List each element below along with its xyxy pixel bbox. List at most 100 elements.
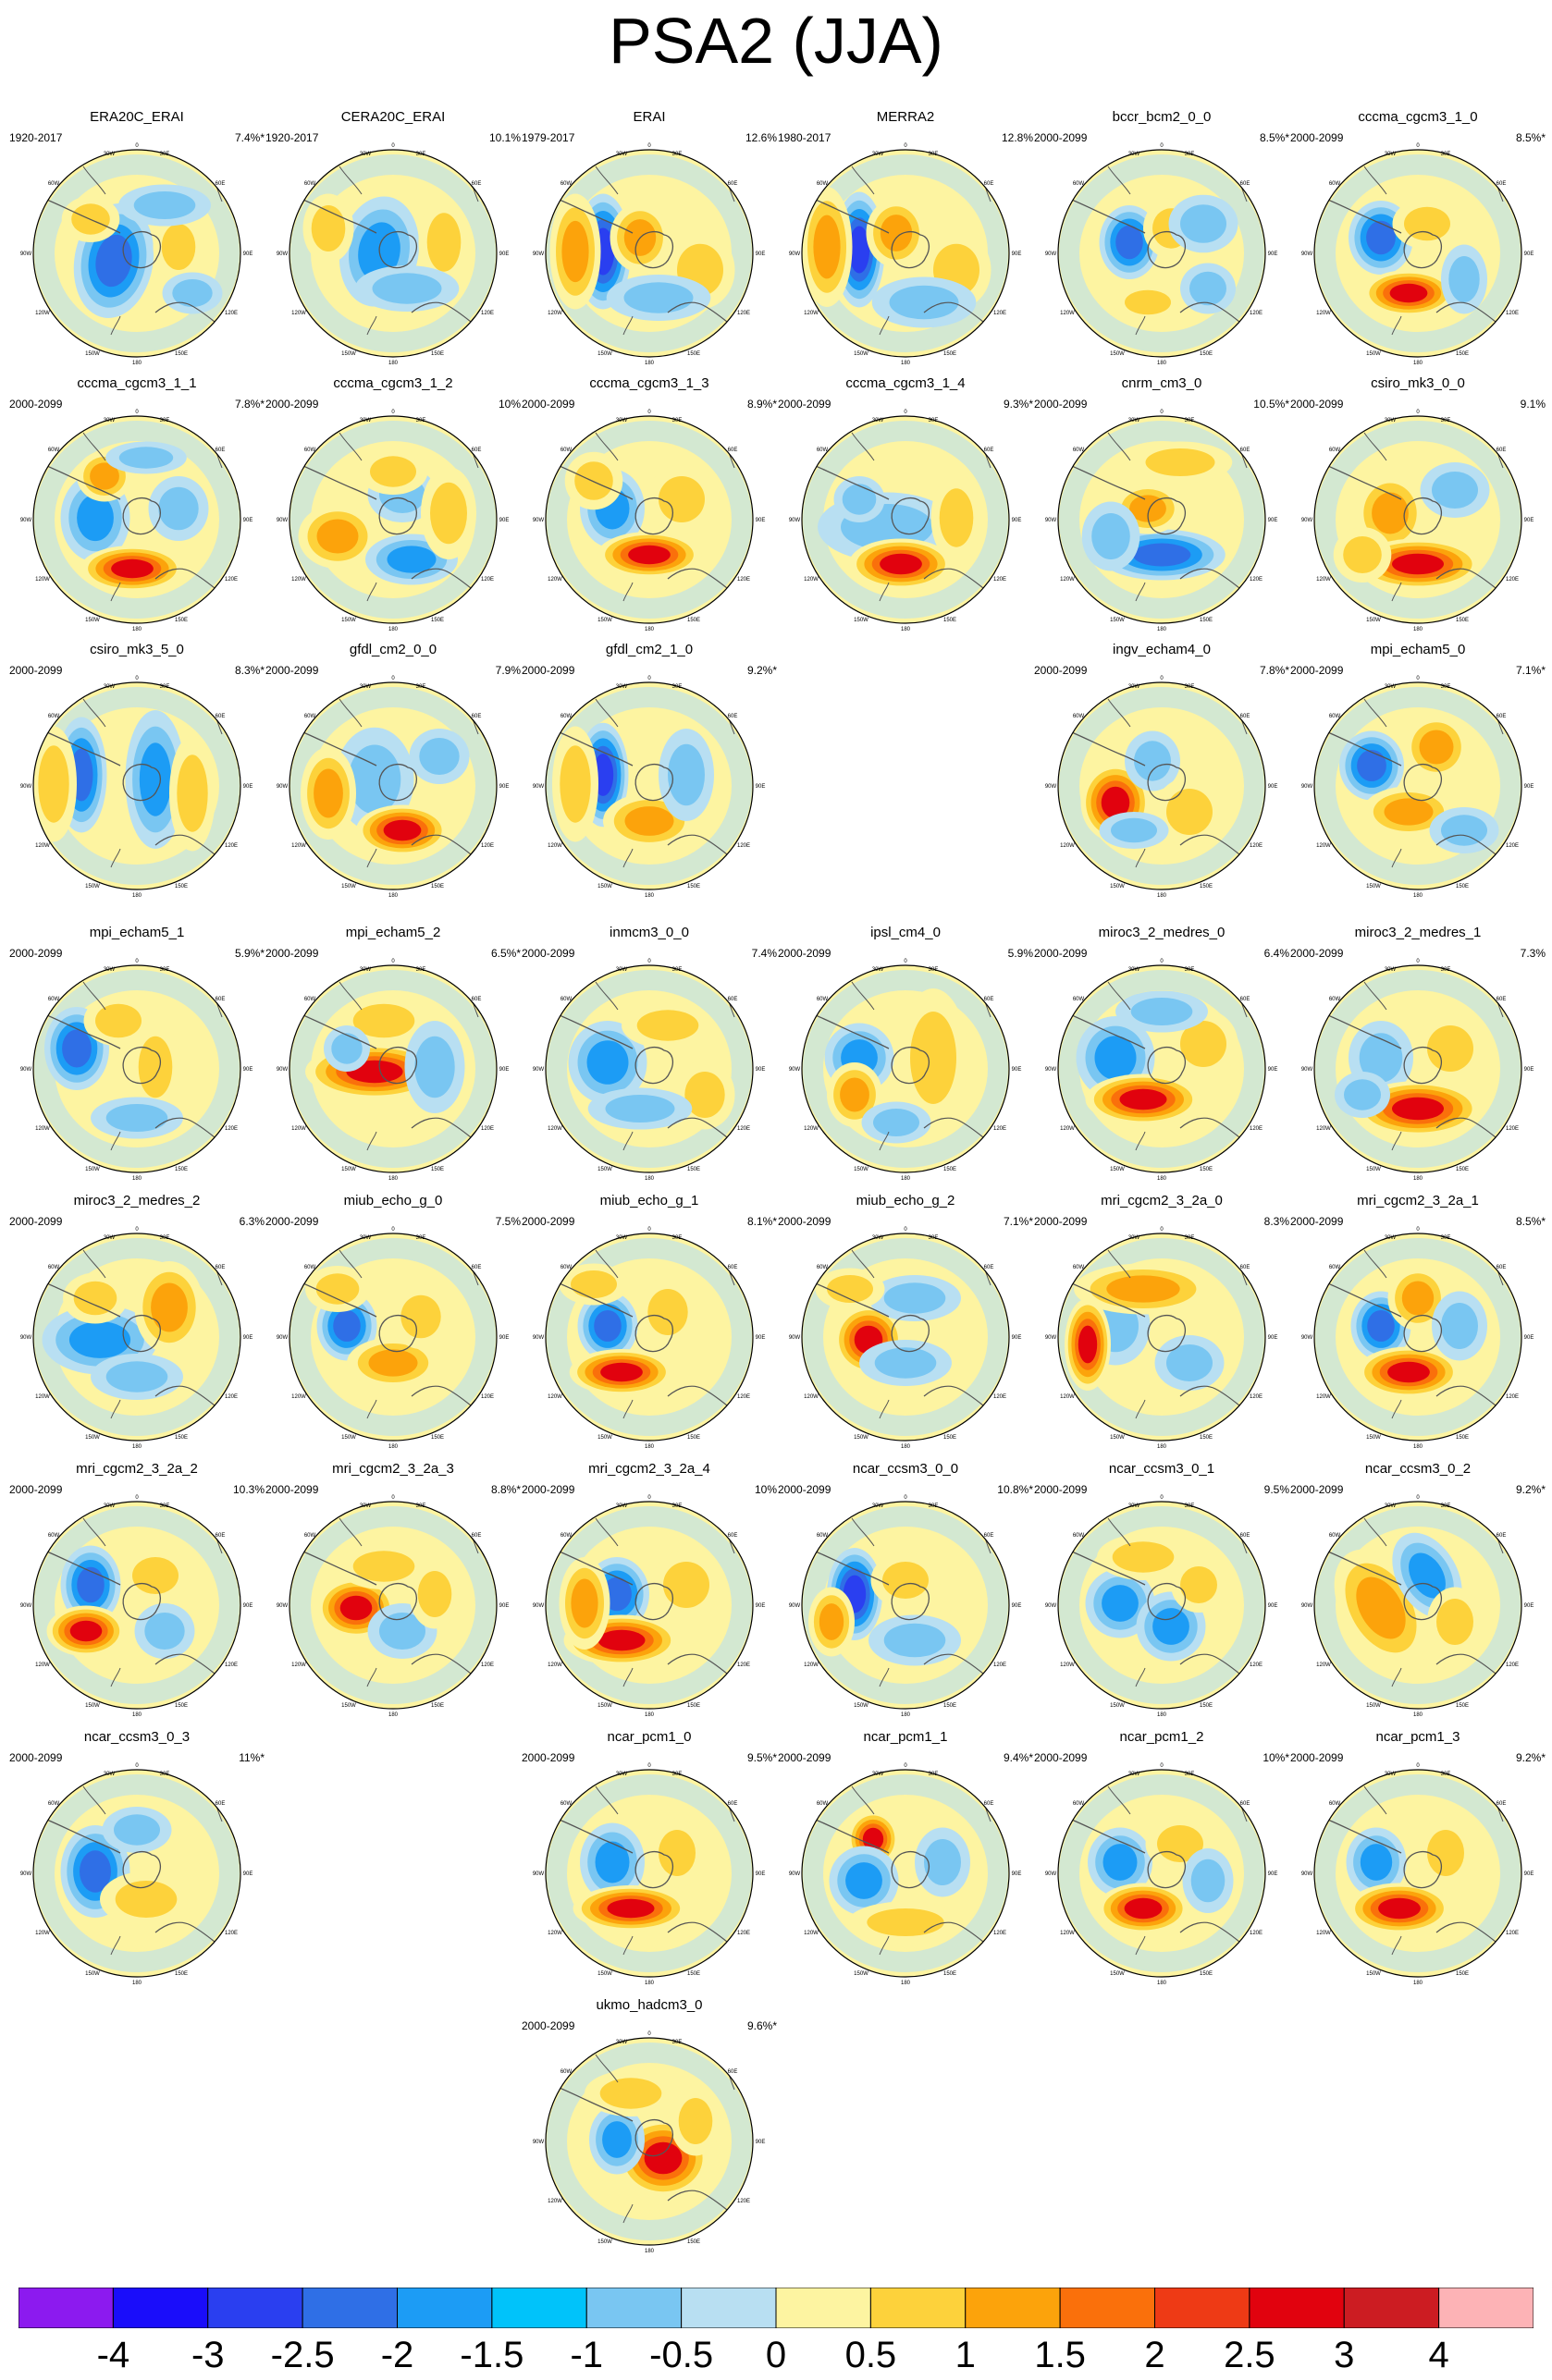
- longitude-label: 120E: [1506, 577, 1519, 583]
- australia-coastline: [154, 568, 216, 589]
- colorbar-swatch: [397, 2288, 493, 2328]
- positive-anomaly-contour: [400, 1294, 441, 1339]
- polar-stereographic-map: 0 30W 30E 60W 60E 90W 90E 120W 120E 150W 150E 180: [789, 1763, 1022, 1986]
- antarctica-coastline: [378, 497, 418, 535]
- positive-anomaly-contour: [426, 213, 462, 272]
- longitude-label: 180: [132, 893, 142, 899]
- longitude-label: 150W: [597, 884, 612, 889]
- panel-title: mri_cgcm2_3_2a_4: [588, 1461, 710, 1477]
- panel-title: ncar_ccsm3_0_3: [83, 1729, 191, 1745]
- longitude-label: 60E: [1497, 448, 1507, 453]
- polar-stereographic-map: 0 30W 30E 60W 60E 90W 90E 120W 120E 150W 150E 180: [20, 1495, 253, 1718]
- longitude-label: 30E: [1441, 967, 1451, 973]
- panel-period: 2000-2099: [522, 1483, 575, 1496]
- longitude-label: 90E: [756, 518, 766, 523]
- panel-period: 1920-2017: [265, 131, 319, 144]
- map-boundary: [1057, 681, 1266, 890]
- longitude-label: 30E: [160, 418, 170, 423]
- longitude-label: 60E: [472, 181, 482, 187]
- anomaly-band: [547, 2043, 752, 2240]
- longitude-label: 60W: [560, 1533, 573, 1539]
- new-zealand-coastline: [622, 1131, 634, 1151]
- positive-anomaly-contour: [574, 461, 613, 500]
- longitude-label: 120W: [291, 1394, 306, 1400]
- positive-anomaly-contour: [1106, 1275, 1180, 1303]
- longitude-label: 60E: [472, 448, 482, 453]
- longitude-label: 150W: [1110, 884, 1125, 889]
- australia-coastline: [1179, 1653, 1240, 1675]
- map-panel: mri_cgcm2_3_2a_2 2000-2099 10.3% 0 30W 30E 60W…: [9, 1461, 265, 1722]
- colorbar-tick-label: 2: [1144, 2335, 1165, 2375]
- south-america-coastline: [1314, 1813, 1402, 1854]
- map-boundary: [1057, 964, 1266, 1173]
- panel-variance-percent: 8.5%*: [1259, 131, 1289, 144]
- anomaly-band: [1315, 1238, 1521, 1436]
- longitude-label: 150W: [1110, 1971, 1125, 1977]
- panel-variance-percent: 8.9%*: [746, 398, 777, 411]
- polar-stereographic-map: 0 30W 30E 60W 60E 90W 90E 120W 120E 150W 150E 180: [20, 143, 253, 366]
- positive-anomaly-contour: [1389, 283, 1428, 303]
- polar-stereographic-map: 0 30W 30E 60W 60E 90W 90E 120W 120E 150W 150E 180: [277, 1227, 510, 1450]
- polar-stereographic-map: 0 30W 30E 60W 60E 90W 90E 120W 120E 150W 150E 180: [20, 959, 253, 1182]
- longitude-label: 90E: [1268, 518, 1278, 523]
- panel-period: 2000-2099: [9, 947, 63, 960]
- longitude-label: 90E: [1012, 1335, 1022, 1341]
- polar-stereographic-map: 0 30W 30E 60W 60E 90W 90E 120W 120E 150W 150E 180: [1045, 676, 1278, 899]
- south-america-coastline: [1058, 1277, 1146, 1318]
- longitude-label: 60E: [728, 1265, 738, 1270]
- coastline: [82, 166, 106, 195]
- positive-anomaly-contour: [115, 1881, 178, 1918]
- longitude-label: 90W: [1301, 1603, 1313, 1609]
- longitude-label: 60E: [728, 1801, 738, 1807]
- longitude-label: 120E: [1250, 1662, 1263, 1668]
- south-america-coastline: [33, 193, 121, 234]
- longitude-label: 30W: [1128, 967, 1140, 973]
- longitude-label: 30E: [672, 418, 683, 423]
- panel-period: 2000-2099: [1290, 131, 1344, 144]
- negative-anomaly-contour: [1357, 750, 1386, 781]
- longitude-label: 60E: [984, 448, 994, 453]
- longitude-label: 180: [1157, 1981, 1167, 1986]
- map-panel: miroc3_2_medres_1 2000-2099 7.3% 0 30W 30E 60W…: [1290, 925, 1546, 1185]
- longitude-label: 150W: [854, 1167, 868, 1172]
- longitude-label: 60E: [984, 1801, 994, 1807]
- panel-period: 2000-2099: [778, 1751, 831, 1764]
- longitude-label: 90W: [1301, 784, 1313, 790]
- longitude-label: 150W: [1110, 1167, 1125, 1172]
- colorbar-tick-label: -2: [380, 2335, 414, 2375]
- anomaly-band: [290, 421, 496, 619]
- longitude-label: 120W: [1060, 1126, 1075, 1132]
- map-boundary: [32, 1501, 241, 1710]
- panel-period: 2000-2099: [1034, 131, 1088, 144]
- longitude-label: 90E: [243, 1871, 253, 1877]
- longitude-label: 30W: [1385, 1235, 1397, 1241]
- positive-anomaly-contour: [73, 1281, 117, 1316]
- positive-anomaly-contour: [880, 553, 922, 575]
- coastline: [339, 1249, 363, 1279]
- longitude-label: 150E: [1456, 618, 1469, 623]
- anomaly-band: [803, 421, 1008, 619]
- longitude-label: 30W: [616, 152, 628, 157]
- map-panel: ERAI 1979-2017 12.6% 0 30W 30E 60W 60E 90W 90E 120…: [522, 109, 777, 370]
- colorbar-tick-label: -2.5: [270, 2335, 335, 2375]
- positive-anomaly-contour: [882, 1562, 929, 1599]
- south-america-coastline: [33, 726, 121, 767]
- negative-anomaly-contour: [77, 1566, 105, 1603]
- longitude-label: 60W: [304, 997, 316, 1002]
- positive-anomaly-contour: [1419, 730, 1454, 765]
- panel-period: 2000-2099: [9, 398, 63, 411]
- longitude-label: 0: [1160, 143, 1164, 149]
- longitude-label: 150W: [1110, 618, 1125, 623]
- antarctica-coastline: [1403, 763, 1443, 802]
- new-zealand-coastline: [1135, 1667, 1146, 1687]
- panel-title: gfdl_cm2_1_0: [605, 642, 694, 657]
- polar-stereographic-map: 0 30W 30E 60W 60E 90W 90E 120W 120E 150W 150E 180: [533, 676, 766, 899]
- longitude-label: 150E: [687, 884, 700, 889]
- panel-variance-percent: 10.5%*: [1253, 398, 1289, 411]
- longitude-label: 120W: [1316, 1662, 1331, 1668]
- longitude-label: 30E: [1185, 1235, 1195, 1241]
- longitude-label: 150W: [85, 884, 100, 889]
- new-zealand-coastline: [1135, 315, 1146, 336]
- south-america-coastline: [1058, 1813, 1146, 1854]
- positive-anomaly-contour: [38, 745, 69, 823]
